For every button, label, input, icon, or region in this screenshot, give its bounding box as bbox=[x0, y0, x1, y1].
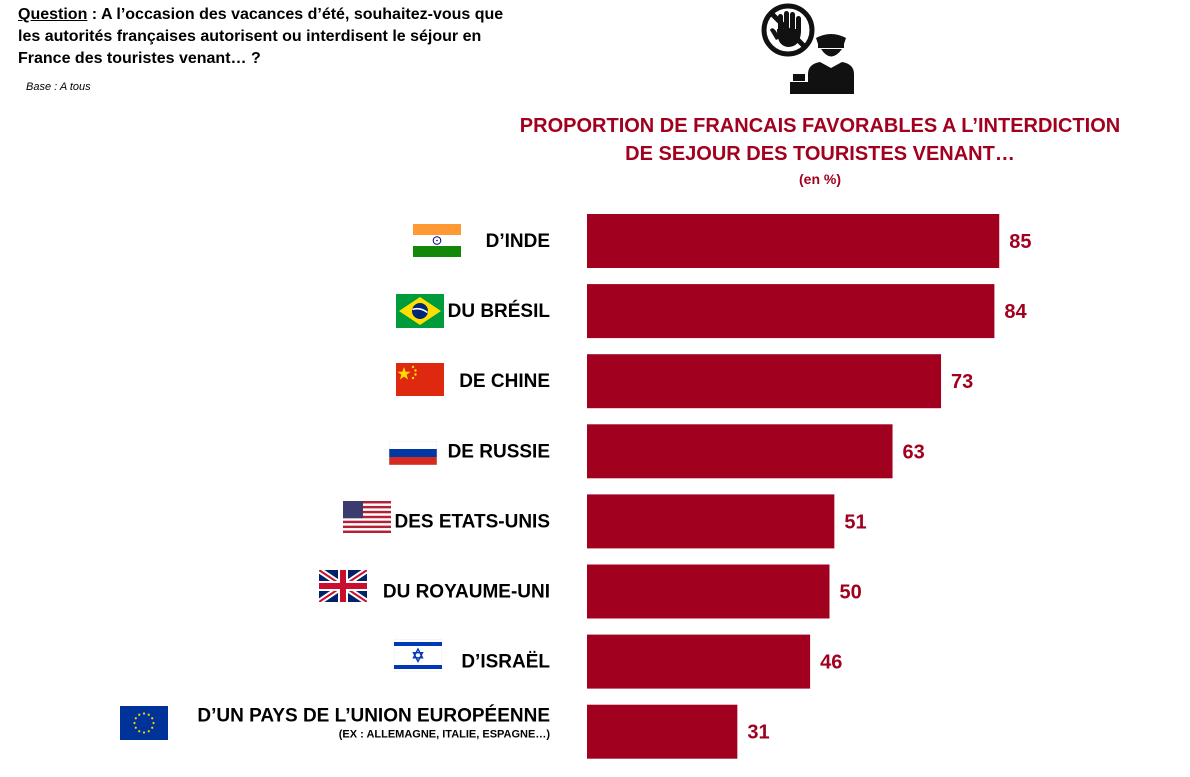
russia-flag-icon bbox=[388, 440, 438, 470]
bar-value-label: 63 bbox=[903, 441, 925, 463]
category-label: D’ISRAËL bbox=[461, 652, 550, 673]
bar-value-label: 73 bbox=[951, 371, 973, 393]
category-label: DU BRÉSIL bbox=[448, 300, 551, 322]
category-sublabel: (EX : ALLEMAGNE, ITALIE, ESPAGNE…) bbox=[339, 729, 551, 741]
category-label: DE CHINE bbox=[459, 371, 550, 392]
category-label: DU ROYAUME-UNI bbox=[383, 582, 550, 603]
chart-title-line2: DE SEJOUR DES TOURISTES VENANT… bbox=[625, 143, 1015, 165]
chart-title-line1: PROPORTION DE FRANCAIS FAVORABLES A L’IN… bbox=[519, 115, 1121, 137]
bar bbox=[587, 634, 811, 689]
bar-value-label: 50 bbox=[840, 582, 862, 604]
india-flag-icon bbox=[413, 224, 461, 262]
bar bbox=[587, 284, 995, 339]
base-note: Base : A tous bbox=[26, 81, 91, 93]
stop-hand-border-officer-icon bbox=[758, 2, 854, 96]
category-label: D’UN PAYS DE L’UNION EUROPÉENNE bbox=[197, 705, 550, 727]
bar-value-label: 85 bbox=[1009, 231, 1031, 253]
category-label: DES ETATS-UNIS bbox=[394, 511, 550, 532]
israel-flag-icon bbox=[393, 638, 443, 677]
china-flag-icon bbox=[396, 363, 444, 401]
bar bbox=[587, 564, 830, 619]
bar-value-label: 84 bbox=[1004, 301, 1027, 323]
category-label: DE RUSSIE bbox=[448, 441, 550, 462]
question-text: Question : A l’occasion des vacances d’é… bbox=[18, 4, 518, 70]
bar bbox=[587, 354, 942, 409]
uk-flag-icon bbox=[317, 567, 369, 607]
bar-value-label: 46 bbox=[820, 652, 842, 674]
bar bbox=[587, 494, 835, 549]
bar bbox=[587, 704, 738, 759]
eu-flag-icon bbox=[120, 706, 168, 745]
usa-flag-icon bbox=[343, 501, 391, 538]
category-label: D’INDE bbox=[486, 231, 550, 252]
question-body: : A l’occasion des vacances d’été, souha… bbox=[18, 6, 504, 67]
bar bbox=[587, 214, 1000, 268]
question-label: Question bbox=[18, 6, 88, 23]
bar-value-label: 51 bbox=[844, 511, 866, 533]
bar bbox=[587, 424, 893, 479]
chart-title: PROPORTION DE FRANCAIS FAVORABLES A L’IN… bbox=[470, 112, 1170, 190]
chart-unit: (en %) bbox=[799, 171, 841, 187]
bar-value-label: 31 bbox=[747, 722, 769, 744]
brazil-flag-icon bbox=[396, 294, 444, 333]
